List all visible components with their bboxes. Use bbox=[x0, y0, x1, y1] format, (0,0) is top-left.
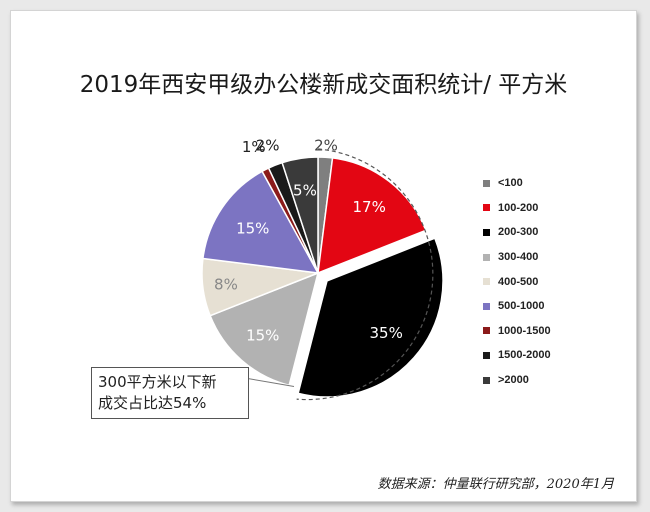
legend-label: 100-200 bbox=[498, 201, 539, 214]
legend-item-1500-2000: 1500-2000 bbox=[483, 343, 551, 368]
legend-item-lt100: <100 bbox=[483, 171, 551, 196]
slice-label-400-500: 8% bbox=[214, 276, 238, 294]
legend-label: 200-300 bbox=[498, 226, 539, 239]
legend-label: 300-400 bbox=[498, 251, 539, 264]
legend-swatch bbox=[483, 302, 490, 310]
legend-swatch bbox=[483, 376, 490, 384]
slice-label-1500-2000: 2% bbox=[256, 137, 280, 155]
legend-swatch bbox=[483, 327, 490, 335]
legend: <100 100-200 200-300 300-400 400-500 500-1000… bbox=[483, 171, 551, 392]
legend-item-200-300: 200-300 bbox=[483, 220, 551, 245]
callout-line-2: 成交占比达54% bbox=[98, 394, 207, 412]
chart-title: 2019年西安甲级办公楼新成交面积统计/ 平方米 bbox=[79, 72, 568, 98]
slice-label-100-200: 17% bbox=[353, 198, 386, 216]
pie-slice-100-200 bbox=[317, 157, 427, 275]
legend-item-500-1000: 500-1000 bbox=[483, 294, 551, 319]
pie-slice-200-300 bbox=[297, 237, 444, 398]
slice-label-200-300: 35% bbox=[369, 324, 402, 342]
pie-slice-300-400 bbox=[209, 271, 320, 387]
slice-label-500-1000: 15% bbox=[236, 220, 269, 238]
slice-label-300-400: 15% bbox=[246, 327, 279, 345]
legend-label: 500-1000 bbox=[498, 300, 545, 313]
legend-swatch bbox=[483, 179, 490, 187]
pie-slice-500-1000 bbox=[202, 170, 320, 274]
legend-swatch bbox=[483, 253, 490, 261]
source-note: 数据来源：仲量联行研究部，2020年1月 bbox=[377, 477, 614, 492]
legend-label: 1500-2000 bbox=[498, 349, 551, 362]
legend-label: >2000 bbox=[498, 374, 529, 387]
legend-item-300-400: 300-400 bbox=[483, 245, 551, 270]
highlight-outline bbox=[296, 148, 434, 401]
legend-swatch bbox=[483, 278, 490, 286]
legend-swatch bbox=[483, 204, 490, 212]
legend-item-100-200: 100-200 bbox=[483, 196, 551, 221]
legend-label: <100 bbox=[498, 177, 523, 190]
pie-slice-gt2000 bbox=[281, 156, 319, 274]
chart-card: 2019年西安甲级办公楼新成交面积统计/ 平方米 2% 17% 35% 15% 8% 15… bbox=[10, 10, 637, 502]
legend-swatch bbox=[483, 228, 490, 236]
legend-swatch bbox=[483, 351, 490, 359]
legend-label: 400-500 bbox=[498, 275, 539, 288]
slice-label-lt100: 2% bbox=[314, 137, 338, 155]
callout-line-1: 300平方米以下新 bbox=[98, 373, 217, 391]
legend-item-gt2000: >2000 bbox=[483, 368, 551, 393]
pie-chart: 2%17%35%15%8%15%1%2%5% bbox=[201, 137, 444, 401]
legend-label: 1000-1500 bbox=[498, 324, 551, 337]
slice-label-gt2000: 5% bbox=[293, 182, 317, 200]
callout-box: 300平方米以下新 成交占比达54% bbox=[91, 367, 249, 419]
legend-item-400-500: 400-500 bbox=[483, 269, 551, 294]
slice-label-1000-1500: 1% bbox=[242, 138, 266, 156]
legend-item-1000-1500: 1000-1500 bbox=[483, 319, 551, 344]
